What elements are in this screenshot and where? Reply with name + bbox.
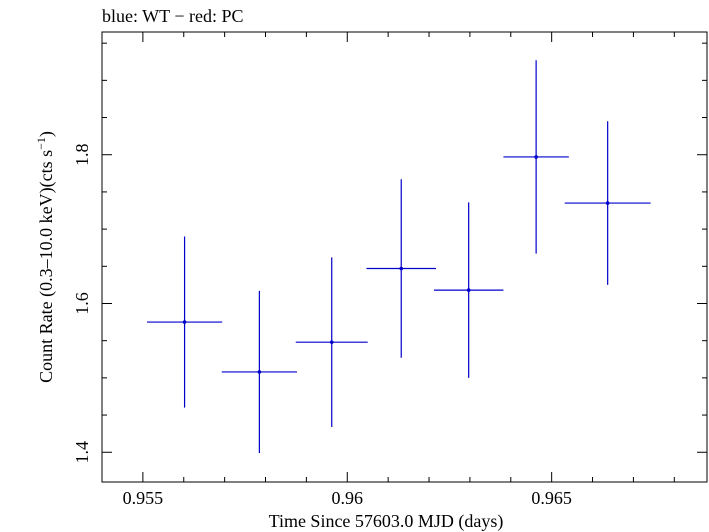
x-tick-label: 0.955 [123, 488, 164, 508]
data-point [221, 290, 297, 453]
point-marker [399, 266, 404, 271]
point-marker [257, 370, 262, 374]
data-point [295, 257, 368, 427]
x-axis-label: Time Since 57603.0 MJD (days) [269, 511, 504, 532]
point-marker [329, 340, 334, 344]
point-marker [534, 155, 538, 159]
tick-labels: 0.955 0.96 0.965 1.4 1.6 1.8 [72, 143, 572, 508]
y-axis-label: Count Rate (0.3–10.0 keV)(cts s−1) [34, 131, 57, 383]
point-marker [182, 320, 187, 324]
data-points [146, 60, 651, 453]
point-marker [466, 288, 471, 292]
x-tick-label: 0.965 [531, 488, 572, 508]
data-point [146, 236, 223, 408]
y-tick-label: 1.4 [72, 441, 92, 464]
data-point [503, 60, 569, 254]
x-tick-label: 0.96 [332, 488, 364, 508]
plot-frame [101, 31, 708, 483]
axis-ticks [101, 32, 707, 482]
data-point [564, 121, 651, 285]
chart-title: blue: WT − red: PC [102, 6, 243, 26]
data-point [366, 179, 436, 358]
point-marker [605, 201, 610, 205]
data-point [433, 202, 504, 378]
y-axis-label-main: Count Rate (0.3–10.0 keV)(cts s [36, 150, 57, 383]
y-tick-label: 1.8 [72, 143, 92, 166]
y-axis-label-superscript: −1 [34, 137, 48, 150]
y-axis-label-close: ) [36, 131, 57, 137]
y-tick-label: 1.6 [72, 292, 92, 315]
